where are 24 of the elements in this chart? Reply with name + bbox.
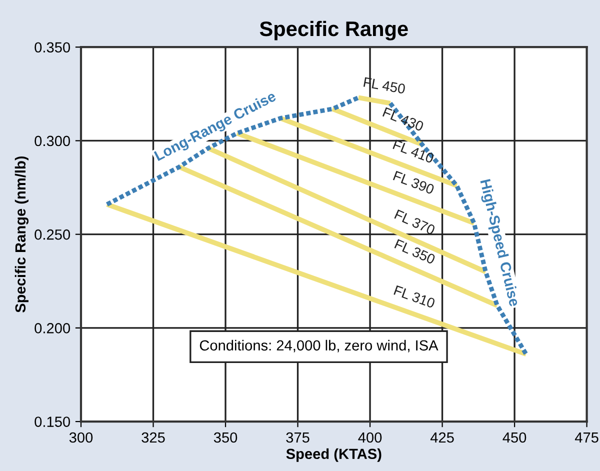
x-axis-title: Speed (KTAS) [286, 448, 382, 462]
text: FL 430 [382, 107, 424, 132]
x-tick-label: 450 [502, 432, 526, 443]
annotation: Conditions: 24,000 lb, zero wind, ISA [200, 340, 438, 352]
x-tick-label: 300 [69, 432, 93, 443]
x-tick-label: 350 [214, 432, 238, 443]
text: FL 450 [363, 77, 406, 94]
x-tick-label: 400 [358, 432, 382, 443]
x-tick-label: 425 [430, 432, 454, 443]
x-tick-label: 375 [286, 432, 310, 443]
text: FL 310 [394, 285, 436, 308]
chart-title: Specific Range [260, 20, 408, 40]
y-tick-label: 0.300 [34, 136, 70, 146]
x-tick-label: 325 [142, 432, 165, 443]
y-tick-label: 0.150 [34, 416, 70, 427]
y-tick-label: 0.350 [34, 42, 70, 53]
line-series [104, 95, 361, 207]
text: FL 370 [394, 209, 436, 236]
x-tick-label: 475 [574, 432, 598, 443]
y-tick-label: 0.200 [34, 323, 70, 334]
y-tick-label: 0.250 [34, 229, 70, 240]
text: FL 350 [394, 238, 436, 264]
y-axis-title: Specific Range (nm/lb) [14, 156, 29, 312]
text: FL 390 [392, 170, 435, 195]
